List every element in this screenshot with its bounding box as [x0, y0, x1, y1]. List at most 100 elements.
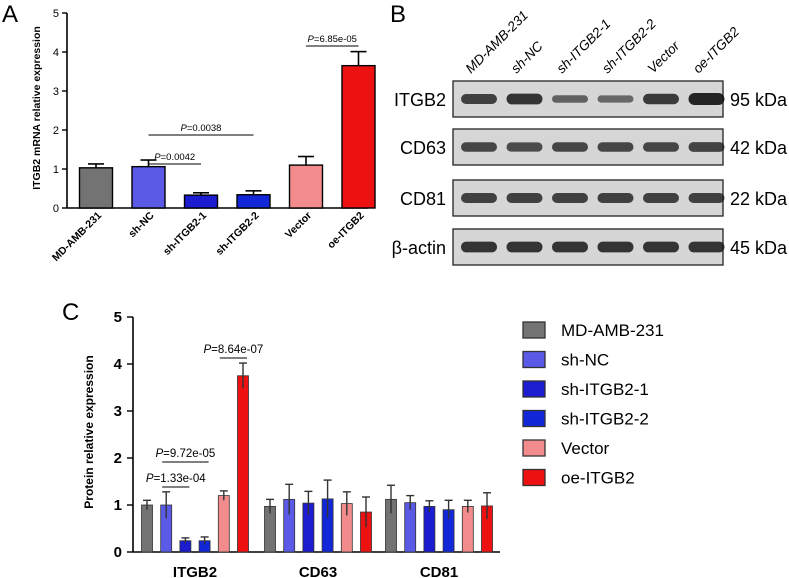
panel-a-x-tick-sh-itgb2-1: sh-ITGB2-1 [161, 210, 209, 258]
panel-c-bar-cd81-sh-nc [404, 502, 417, 553]
panel-c-letter: C [62, 299, 79, 326]
panel-a-pvalue-1: P=0.0038 [181, 123, 222, 134]
panel-b-protein-label-cd63: CD63 [400, 138, 446, 158]
panel-b-band-actin-sh-itgb2-1 [552, 241, 588, 253]
panel-c-legend-label-sh-itgb2-1: sh-ITGB2-1 [561, 380, 649, 399]
panel-b-size-label-actin: 45 kDa [730, 238, 788, 258]
panel-b-band-cd81-vector [643, 193, 679, 203]
panel-c-legend-swatch-sh-nc [522, 350, 546, 369]
panel-a-y-tick-label: 3 [53, 86, 59, 98]
panel-c-legend-label-oe-itgb2: oe-ITGB2 [561, 469, 635, 488]
panel-b-band-cd63-oe-itgb2 [688, 142, 725, 152]
panel-c-legend-swatch-sh-itgb2-2 [522, 409, 546, 428]
panel-c-x-tick-cd63: CD63 [299, 564, 337, 578]
panel-c-legend-label-md-amb-231: MD-AMB-231 [561, 321, 664, 340]
panel-a: A ITGB2 mRNA relative expression 012345 … [2, 1, 376, 264]
panel-a-y-tick-label: 0 [53, 203, 59, 215]
panel-a-x-tick-sh-itgb2-2: sh-ITGB2-2 [214, 210, 262, 258]
panel-c-annotations: P=8.64e-07 P=9.72e-05 P=1.33e-04 [146, 344, 264, 488]
panel-b-band-cd63-sh-itgb2-1 [552, 142, 588, 152]
panel-b-lane-label-sh-nc: sh-NC [508, 38, 546, 76]
panel-c-legend-swatch-md-amb-231 [522, 321, 546, 339]
panel-a-pvalue-2: P=0.0042 [154, 152, 195, 163]
panel-c-y-tick-label: 3 [114, 403, 122, 420]
panel-b-letter: B [390, 1, 406, 28]
panel-c-legend-label-sh-itgb2-2: sh-ITGB2-2 [561, 410, 649, 429]
panel-b-band-actin-sh-nc [506, 241, 543, 253]
panel-b-band-cd63-sh-itgb2-2 [597, 142, 634, 152]
panel-c-y-tick-label: 2 [114, 450, 122, 467]
panel-b-band-itgb2-vector [643, 93, 679, 105]
panel-c-x-tick-itgb2: ITGB2 [173, 564, 217, 578]
panel-c-x-tick-cd81: CD81 [420, 564, 458, 578]
panel-c-bar-itgb2-vector [217, 495, 230, 553]
panel-c-bars [141, 362, 493, 553]
panel-a-x-tick-vector: Vector [283, 210, 314, 241]
panel-a-y-ticks: 0 1 2 3 4 5 [53, 8, 67, 215]
panel-c: C Protein relative expression 0 1 2 3 4 5 ITG… [62, 299, 664, 578]
panel-b-protein-label-actin: β-actin [392, 238, 446, 258]
panel-a-bar-vector [288, 164, 324, 209]
panel-b-band-cd63-sh-nc [506, 142, 543, 152]
panel-c-y-tick-label: 0 [114, 544, 122, 561]
panel-a-y-tick-label: 1 [53, 164, 59, 176]
panel-b-band-actin-sh-itgb2-2 [597, 241, 634, 253]
panel-b-band-itgb2-oe-itgb2 [688, 93, 725, 105]
panel-a-y-tick-label: 5 [53, 8, 59, 20]
panel-a-bar-oe-itgb2 [341, 64, 376, 209]
panel-a-x-tick-oe-itgb2: oe-ITGB2 [325, 210, 367, 252]
panel-a-letter: A [2, 1, 18, 28]
panel-b-band-cd81-sh-itgb2-1 [552, 193, 588, 203]
panel-b-band-itgb2-sh-itgb2-1 [552, 95, 588, 103]
panel-c-bar-itgb2-md-amb-231 [141, 504, 153, 553]
panel-a-y-axis-label: ITGB2 mRNA relative expression [31, 26, 43, 190]
panel-a-bars [78, 50, 376, 209]
panel-c-legend: MD-AMB-231 sh-NC sh-ITGB2-1 sh-ITGB2-2 Vecto… [522, 321, 664, 488]
panel-a-bar-sh-itgb2-2 [236, 194, 271, 209]
panel-c-pvalue-1: P=9.72e-05 [156, 448, 216, 460]
panel-a-y-tick-label: 2 [53, 125, 59, 137]
panel-b-band-cd63-vector [643, 142, 679, 152]
panel-b-blots: ITGB2 95 kDa CD63 42 kDa CD81 22 kDa β-actin 45… [392, 80, 788, 266]
panel-b-size-label-itgb2: 95 kDa [730, 90, 788, 110]
panel-c-pvalue-0: P=8.64e-07 [204, 344, 264, 356]
panel-c-legend-label-vector: Vector [561, 439, 610, 458]
panel-c-bar-itgb2-oe-itgb2 [237, 375, 249, 553]
panel-a-x-tick-md-amb-231: MD-AMB-231 [50, 210, 104, 264]
panel-b-band-itgb2-md-amb-231 [461, 94, 497, 104]
panel-c-bar-cd81-vector [461, 506, 474, 553]
panel-b-band-cd81-oe-itgb2 [688, 193, 725, 203]
panel-a-y-tick-label: 4 [53, 47, 59, 59]
panel-a-pvalue-0: P=6.85e-05 [308, 34, 357, 45]
panel-b-band-cd81-md-amb-231 [461, 193, 497, 203]
panel-a-bar-md-amb-231 [78, 167, 114, 209]
panel-c-y-tick-label: 1 [114, 497, 122, 514]
panel-a-bar-sh-nc [131, 165, 166, 209]
panel-b-lane-label-vector: Vector [645, 38, 683, 76]
panel-b-size-label-cd63: 42 kDa [730, 138, 788, 158]
panel-c-x-tick-labels: ITGB2 CD63 CD81 [173, 564, 458, 578]
panel-b-band-itgb2-sh-nc [506, 93, 543, 105]
panel-b-band-itgb2-sh-itgb2-2 [597, 95, 634, 103]
panel-b-protein-label-itgb2: ITGB2 [394, 90, 446, 110]
panel-c-bar-cd81-sh-itgb2-1 [423, 506, 436, 553]
panel-c-pvalue-2: P=1.33e-04 [146, 473, 206, 485]
panel-a-x-tick-sh-nc: sh-NC [126, 209, 157, 240]
panel-b-band-actin-md-amb-231 [461, 241, 497, 253]
panel-c-y-axis-label: Protein relative expression [82, 355, 96, 508]
panel-b-band-cd81-sh-nc [506, 193, 543, 203]
panel-c-y-tick-label: 4 [114, 356, 123, 373]
panel-b-band-cd63-md-amb-231 [461, 142, 497, 152]
panel-c-y-tick-label: 5 [114, 309, 122, 326]
panel-b-protein-label-cd81: CD81 [400, 189, 446, 209]
panel-b-band-actin-vector [643, 241, 679, 253]
panel-b-lane-label-oe-itgb2: oe-ITGB2 [690, 24, 742, 76]
panel-c-legend-swatch-oe-itgb2 [522, 468, 546, 487]
panel-a-annotations: P=6.85e-05 P=0.0038 P=0.0042 [148, 34, 359, 165]
panel-b-band-actin-oe-itgb2 [688, 241, 725, 253]
panel-c-legend-label-sh-nc: sh-NC [561, 351, 609, 370]
panel-a-x-tick-labels: MD-AMB-231 sh-NC sh-ITGB2-1 sh-ITGB2-2 Vecto… [50, 209, 367, 264]
